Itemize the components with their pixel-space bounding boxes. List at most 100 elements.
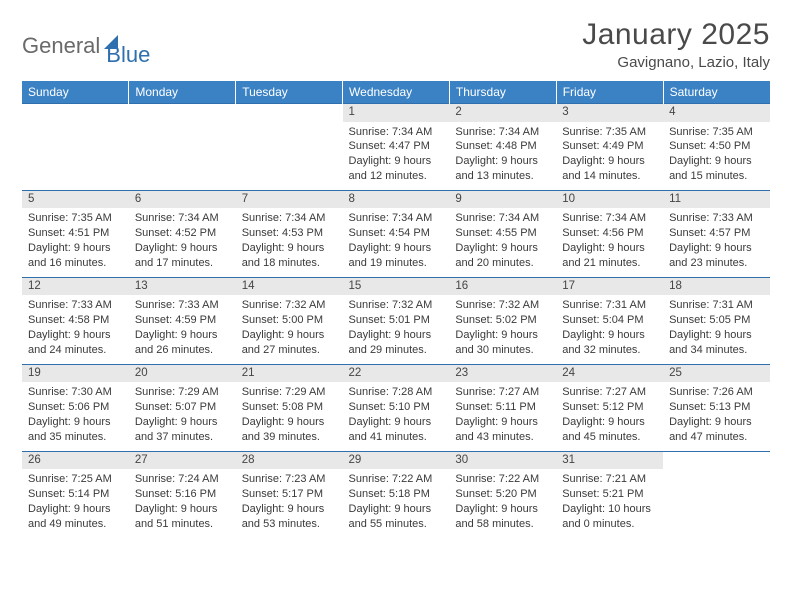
sunset-line: Sunset: 5:04 PM bbox=[562, 313, 657, 328]
sunrise-line: Sunrise: 7:34 AM bbox=[455, 125, 550, 140]
daylight-line1: Daylight: 9 hours bbox=[455, 241, 550, 256]
daylight-line1: Daylight: 9 hours bbox=[562, 241, 657, 256]
sunrise-line: Sunrise: 7:34 AM bbox=[455, 211, 550, 226]
sunrise-line: Sunrise: 7:24 AM bbox=[135, 472, 230, 487]
sunset-line: Sunset: 5:18 PM bbox=[349, 487, 444, 502]
day-details-cell: Sunrise: 7:35 AMSunset: 4:51 PMDaylight:… bbox=[22, 208, 129, 277]
daylight-line1: Daylight: 9 hours bbox=[455, 154, 550, 169]
daylight-line1: Daylight: 9 hours bbox=[349, 328, 444, 343]
daylight-line1: Daylight: 9 hours bbox=[135, 328, 230, 343]
day-details-cell: Sunrise: 7:33 AMSunset: 4:57 PMDaylight:… bbox=[663, 208, 770, 277]
day-number-cell: 20 bbox=[129, 364, 236, 382]
day-details-cell: Sunrise: 7:29 AMSunset: 5:07 PMDaylight:… bbox=[129, 382, 236, 451]
daylight-line2: and 27 minutes. bbox=[242, 343, 337, 358]
sunrise-line: Sunrise: 7:33 AM bbox=[135, 298, 230, 313]
sunset-line: Sunset: 5:07 PM bbox=[135, 400, 230, 415]
sunset-line: Sunset: 5:12 PM bbox=[562, 400, 657, 415]
day-header-row: Sunday Monday Tuesday Wednesday Thursday… bbox=[22, 81, 770, 104]
daylight-line2: and 18 minutes. bbox=[242, 256, 337, 271]
logo: General Blue bbox=[22, 18, 150, 68]
day-details-cell: Sunrise: 7:28 AMSunset: 5:10 PMDaylight:… bbox=[343, 382, 450, 451]
sunset-line: Sunset: 5:17 PM bbox=[242, 487, 337, 502]
daylight-line2: and 20 minutes. bbox=[455, 256, 550, 271]
daylight-line2: and 34 minutes. bbox=[669, 343, 764, 358]
daylight-line2: and 17 minutes. bbox=[135, 256, 230, 271]
sunrise-line: Sunrise: 7:34 AM bbox=[562, 211, 657, 226]
day-details-cell: Sunrise: 7:35 AMSunset: 4:50 PMDaylight:… bbox=[663, 122, 770, 191]
sunset-line: Sunset: 5:14 PM bbox=[28, 487, 123, 502]
day-number-cell: 2 bbox=[449, 104, 556, 122]
dh-wed: Wednesday bbox=[343, 81, 450, 104]
day-details-cell: Sunrise: 7:34 AMSunset: 4:56 PMDaylight:… bbox=[556, 208, 663, 277]
day-number-cell: 21 bbox=[236, 364, 343, 382]
sunset-line: Sunset: 4:58 PM bbox=[28, 313, 123, 328]
daylight-line2: and 45 minutes. bbox=[562, 430, 657, 445]
daylight-line1: Daylight: 9 hours bbox=[242, 241, 337, 256]
daylight-line2: and 51 minutes. bbox=[135, 517, 230, 532]
daylight-line2: and 26 minutes. bbox=[135, 343, 230, 358]
sunrise-line: Sunrise: 7:28 AM bbox=[349, 385, 444, 400]
day-details-cell: Sunrise: 7:34 AMSunset: 4:54 PMDaylight:… bbox=[343, 208, 450, 277]
day-number-cell: 31 bbox=[556, 451, 663, 469]
daynum-row: 1234 bbox=[22, 104, 770, 122]
day-details-cell: Sunrise: 7:32 AMSunset: 5:02 PMDaylight:… bbox=[449, 295, 556, 364]
sunset-line: Sunset: 4:48 PM bbox=[455, 139, 550, 154]
day-details-cell: Sunrise: 7:34 AMSunset: 4:55 PMDaylight:… bbox=[449, 208, 556, 277]
sunset-line: Sunset: 4:54 PM bbox=[349, 226, 444, 241]
sunrise-line: Sunrise: 7:27 AM bbox=[562, 385, 657, 400]
sunset-line: Sunset: 4:55 PM bbox=[455, 226, 550, 241]
calendar-body: 1234 Sunrise: 7:34 AM Sunset: 4:47 PM Dayl… bbox=[22, 104, 770, 538]
daynum-row: 262728293031 bbox=[22, 451, 770, 469]
day-number-cell: 8 bbox=[343, 190, 450, 208]
daylight-line1: Daylight: 9 hours bbox=[28, 328, 123, 343]
day-number-cell: 14 bbox=[236, 277, 343, 295]
daylight-line1: Daylight: 9 hours bbox=[562, 328, 657, 343]
day-number-cell: 1 bbox=[343, 104, 450, 122]
day-number-cell: 3 bbox=[556, 104, 663, 122]
header: General Blue January 2025 Gavignano, Laz… bbox=[22, 18, 770, 71]
daylight-line2: and 29 minutes. bbox=[349, 343, 444, 358]
day-details-cell: Sunrise: 7:25 AMSunset: 5:14 PMDaylight:… bbox=[22, 469, 129, 537]
day-details-cell: Sunrise: 7:32 AMSunset: 5:01 PMDaylight:… bbox=[343, 295, 450, 364]
daylight-line1: Daylight: 9 hours bbox=[349, 415, 444, 430]
daynum-row: 567891011 bbox=[22, 190, 770, 208]
day-details-cell: Sunrise: 7:26 AMSunset: 5:13 PMDaylight:… bbox=[663, 382, 770, 451]
daylight-line1: Daylight: 9 hours bbox=[135, 241, 230, 256]
sunrise-line: Sunrise: 7:31 AM bbox=[669, 298, 764, 313]
daylight-line1: Daylight: 9 hours bbox=[28, 502, 123, 517]
day-number-cell bbox=[129, 104, 236, 122]
month-title: January 2025 bbox=[582, 18, 770, 52]
sunset-line: Sunset: 4:52 PM bbox=[135, 226, 230, 241]
sunrise-line: Sunrise: 7:33 AM bbox=[28, 298, 123, 313]
sunrise-line: Sunrise: 7:27 AM bbox=[455, 385, 550, 400]
day-number-cell: 29 bbox=[343, 451, 450, 469]
sunrise-line: Sunrise: 7:35 AM bbox=[562, 125, 657, 140]
daylight-line1: Daylight: 9 hours bbox=[349, 502, 444, 517]
daylight-line2: and 39 minutes. bbox=[242, 430, 337, 445]
sunrise-line: Sunrise: 7:29 AM bbox=[135, 385, 230, 400]
details-row: Sunrise: 7:34 AM Sunset: 4:47 PM Daylight:… bbox=[22, 122, 770, 191]
day-details-cell bbox=[22, 122, 129, 191]
daylight-line2: and 32 minutes. bbox=[562, 343, 657, 358]
daylight-line2: and 19 minutes. bbox=[349, 256, 444, 271]
day-number-cell: 30 bbox=[449, 451, 556, 469]
daylight-line2: and 55 minutes. bbox=[349, 517, 444, 532]
sunset-line: Sunset: 5:02 PM bbox=[455, 313, 550, 328]
daylight-line1: Daylight: 9 hours bbox=[455, 415, 550, 430]
calendar-table: Sunday Monday Tuesday Wednesday Thursday… bbox=[22, 81, 770, 537]
sunrise-line: Sunrise: 7:32 AM bbox=[242, 298, 337, 313]
details-row: Sunrise: 7:25 AMSunset: 5:14 PMDaylight:… bbox=[22, 469, 770, 537]
dh-mon: Monday bbox=[129, 81, 236, 104]
daylight-line2: and 21 minutes. bbox=[562, 256, 657, 271]
sunset-line: Sunset: 4:47 PM bbox=[349, 139, 444, 154]
sunrise-line: Sunrise: 7:22 AM bbox=[455, 472, 550, 487]
sunset-line: Sunset: 5:11 PM bbox=[455, 400, 550, 415]
dh-thu: Thursday bbox=[449, 81, 556, 104]
day-number-cell: 7 bbox=[236, 190, 343, 208]
daylight-line1: Daylight: 9 hours bbox=[135, 502, 230, 517]
day-number-cell: 15 bbox=[343, 277, 450, 295]
day-details-cell: Sunrise: 7:31 AMSunset: 5:05 PMDaylight:… bbox=[663, 295, 770, 364]
daylight-line2: and 30 minutes. bbox=[455, 343, 550, 358]
daylight-line1: Daylight: 9 hours bbox=[242, 328, 337, 343]
day-details-cell: Sunrise: 7:32 AMSunset: 5:00 PMDaylight:… bbox=[236, 295, 343, 364]
